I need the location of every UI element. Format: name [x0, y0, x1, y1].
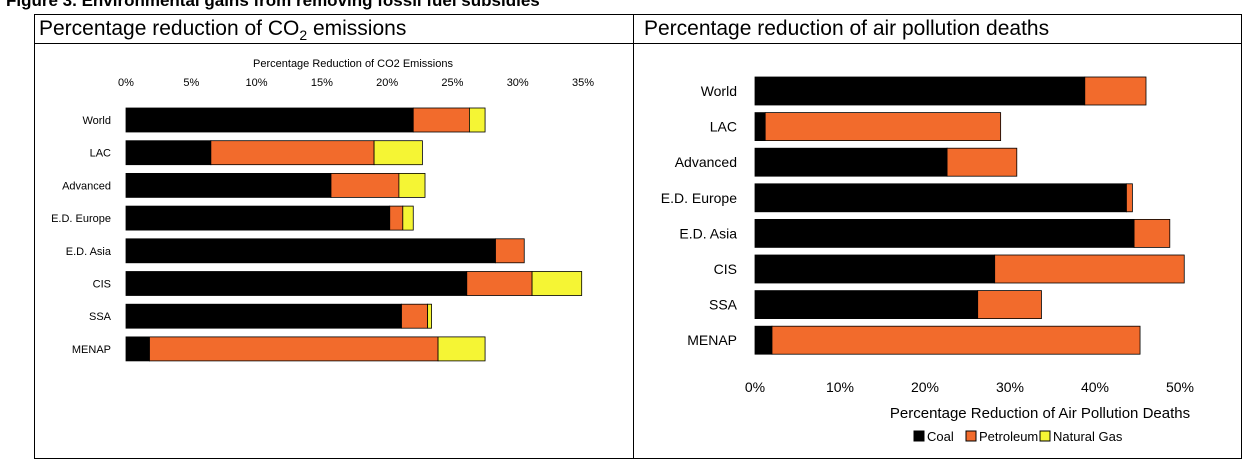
category-label-e-d-europe: E.D. Europe — [661, 190, 737, 206]
bar-coal-e-d-europe — [754, 183, 1127, 213]
bar-coal-ssa — [125, 303, 402, 329]
bar-coal-e-d-asia — [754, 218, 1135, 248]
x-tick-label-3: 30% — [996, 379, 1024, 395]
bar-coal-ssa — [754, 290, 979, 320]
category-label-e-d-asia: E.D. Asia — [679, 225, 737, 241]
bar-natural-gas-advanced — [398, 172, 426, 198]
x-tick-label-4: 40% — [1081, 379, 1109, 395]
x-tick-label-6: 30% — [507, 77, 529, 89]
x-tick-label-4: 20% — [376, 77, 398, 89]
category-label-menap: MENAP — [687, 332, 737, 348]
bar-petroleum-menap — [771, 325, 1141, 355]
bar-petroleum-e-d-europe — [1126, 183, 1133, 213]
bar-coal-cis — [754, 254, 996, 284]
category-label-menap: MENAP — [72, 344, 111, 356]
bar-petroleum-e-d-asia — [1133, 218, 1171, 248]
legend-swatch-coal — [913, 430, 925, 442]
bar-coal-e-d-europe — [125, 205, 391, 231]
x-tick-label-7: 35% — [572, 77, 594, 89]
bar-petroleum-advanced — [946, 147, 1018, 177]
deaths-x-axis-label: Percentage Reduction of Air Pollution De… — [890, 405, 1190, 422]
category-label-e-d-asia: E.D. Asia — [66, 246, 112, 258]
co2-chart-title: Percentage Reduction of CO2 Emissions — [253, 58, 453, 70]
bar-petroleum-ssa — [401, 303, 429, 329]
x-tick-label-2: 10% — [246, 77, 268, 89]
panel-header-deaths: Percentage reduction of air pollution de… — [644, 17, 1050, 40]
legend-label-natural-gas: Natural Gas — [1053, 429, 1123, 444]
bar-coal-world — [754, 76, 1086, 106]
bar-petroleum-advanced — [330, 172, 400, 198]
bar-coal-lac — [125, 140, 212, 166]
category-label-advanced: Advanced — [62, 180, 111, 192]
category-label-world: World — [82, 115, 111, 127]
bar-natural-gas-lac — [373, 140, 423, 166]
category-label-cis: CIS — [714, 261, 737, 277]
panel-header-co2: Percentage reduction of CO2 emissions — [39, 17, 406, 43]
x-tick-label-1: 5% — [183, 77, 199, 89]
bar-coal-advanced — [754, 147, 948, 177]
legend-label-coal: Coal — [927, 429, 954, 444]
bar-petroleum-cis — [994, 254, 1185, 284]
legend-label-petroleum: Petroleum — [979, 429, 1038, 444]
category-label-advanced: Advanced — [675, 154, 737, 170]
category-label-world: World — [701, 83, 737, 99]
category-label-cis: CIS — [93, 279, 111, 291]
x-tick-label-5: 50% — [1166, 379, 1194, 395]
x-tick-label-5: 25% — [441, 77, 463, 89]
category-label-lac: LAC — [90, 148, 111, 160]
category-label-lac: LAC — [710, 119, 737, 135]
bar-coal-menap — [754, 325, 773, 355]
legend-swatch-natural-gas — [1039, 430, 1051, 442]
bar-coal-cis — [125, 271, 468, 296]
x-tick-label-0: 0% — [745, 379, 765, 395]
x-tick-label-3: 15% — [311, 77, 333, 89]
x-tick-label-0: 0% — [118, 77, 134, 89]
bar-natural-gas-menap — [437, 336, 486, 362]
bar-petroleum-world — [1084, 76, 1147, 106]
bar-coal-world — [125, 107, 414, 133]
category-label-ssa: SSA — [89, 311, 112, 323]
legend-swatch-petroleum — [965, 430, 977, 442]
x-tick-label-1: 10% — [826, 379, 854, 395]
figure-table: Percentage reduction of CO2 emissions Pe… — [6, 14, 1242, 459]
panel-header-co2-subscript: 2 — [299, 27, 308, 44]
panel-header-co2-prefix: Percentage reduction of CO — [39, 17, 300, 40]
bar-coal-lac — [754, 112, 766, 141]
bar-natural-gas-cis — [531, 271, 583, 296]
panel-header-co2-suffix: emissions — [307, 17, 407, 40]
bar-natural-gas-ssa — [427, 303, 432, 329]
bar-natural-gas-e-d-europe — [402, 205, 414, 231]
bar-petroleum-e-d-asia — [495, 238, 525, 264]
bar-petroleum-ssa — [977, 290, 1042, 320]
category-label-ssa: SSA — [709, 297, 738, 313]
figure-title: Figure 3. Environmental gains from remov… — [6, 0, 540, 10]
bar-petroleum-cis — [466, 271, 533, 296]
bar-petroleum-lac — [764, 112, 1002, 141]
bar-coal-advanced — [125, 172, 332, 198]
x-tick-label-2: 20% — [911, 379, 939, 395]
category-label-e-d-europe: E.D. Europe — [51, 213, 111, 225]
bar-petroleum-lac — [210, 140, 375, 166]
bar-petroleum-menap — [149, 336, 439, 362]
bar-petroleum-world — [412, 107, 470, 133]
bar-natural-gas-world — [469, 107, 486, 133]
